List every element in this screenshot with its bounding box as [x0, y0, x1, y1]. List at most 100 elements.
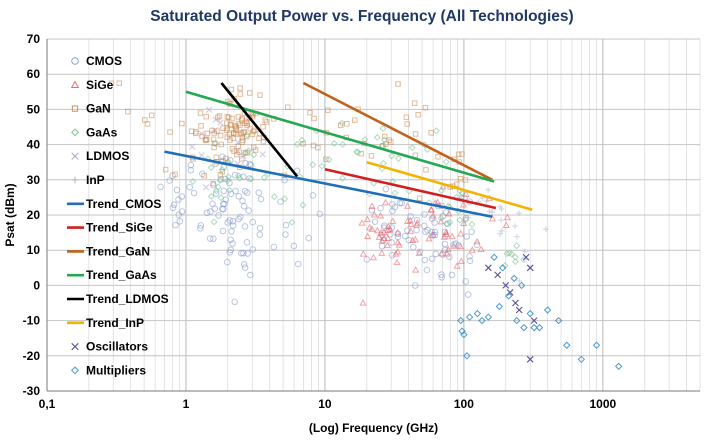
gan-point [416, 195, 423, 202]
gaas-point [293, 140, 301, 148]
cmos-point [243, 239, 251, 246]
sige-point [369, 253, 378, 261]
sige-point [381, 198, 390, 206]
sige-point [429, 230, 437, 238]
gaas-point [520, 256, 528, 264]
cmos-point [401, 232, 409, 240]
cmos-point [157, 183, 164, 191]
gan-point [204, 130, 211, 137]
multipliers-point [554, 316, 563, 325]
cmos-point [277, 198, 284, 205]
cmos-point [446, 253, 453, 261]
gaas-point [235, 172, 243, 180]
sige-point [429, 212, 437, 219]
cmos-point [176, 217, 184, 225]
inp-point [499, 228, 505, 234]
sige-point [488, 214, 497, 222]
sige-point [444, 245, 452, 253]
trend-gaas-line [185, 90, 495, 183]
cmos-point [240, 202, 248, 210]
sige-point [437, 217, 445, 225]
gan-point [311, 115, 317, 122]
gan-point [285, 104, 291, 110]
cmos-point [226, 179, 233, 187]
gan-point [307, 109, 313, 116]
gan-point [247, 125, 253, 132]
cmos-point [246, 175, 253, 182]
gaas-point [405, 187, 413, 195]
sige-point [406, 216, 414, 224]
inp-point [522, 248, 528, 255]
sige-point [378, 237, 386, 244]
legend-label: CMOS [86, 54, 122, 68]
gaas-point [299, 201, 307, 209]
cmos-point [462, 215, 470, 222]
cmos-point [431, 219, 438, 226]
cmos-point [368, 206, 376, 214]
trend-gan-line [302, 81, 493, 181]
sige-point [460, 219, 468, 226]
sige-point [370, 210, 378, 218]
gaas-point [508, 250, 516, 258]
y-axis-label: Psat (dBm) [3, 183, 17, 246]
gaas-point [388, 152, 396, 160]
cmos-point [178, 193, 186, 200]
legend-item-multipliers: Multipliers [70, 363, 146, 377]
gan-point [250, 128, 256, 135]
cmos-point [219, 227, 227, 235]
x-tick-label: 0,1 [39, 397, 56, 411]
legend-item-gan: GaN [71, 102, 111, 116]
cmos-point [441, 240, 449, 248]
gaas-point [216, 176, 224, 184]
gan-point [203, 136, 210, 143]
cmos-point [206, 235, 214, 242]
cmos-point [173, 186, 181, 194]
cmos-point [227, 246, 235, 254]
cmos-point [388, 239, 395, 246]
y-tick-label: 70 [27, 32, 41, 46]
legend-label: LDMOS [86, 149, 129, 163]
cmos-point [240, 249, 247, 257]
ldmos-point [202, 184, 210, 191]
legend-label: InP [86, 173, 105, 187]
gaas-point [204, 155, 212, 163]
legend-item-trend-ldmos: Trend_LDMOS [67, 292, 169, 306]
sige-point [437, 249, 446, 257]
sige-point [378, 249, 386, 256]
cmos-point [222, 196, 230, 203]
sige-point [468, 246, 476, 253]
cmos-point [448, 271, 456, 279]
gaas-point [330, 140, 338, 148]
inp-point [483, 198, 490, 205]
cmos-point [421, 222, 428, 230]
gan-point [202, 137, 209, 143]
oscillators-point [526, 264, 534, 272]
cmos-point [242, 159, 249, 167]
gaas-point [217, 194, 225, 202]
sige-point [383, 241, 391, 249]
legend-label: Trend_GaAs [86, 268, 157, 282]
gan-point [224, 134, 230, 140]
gan-point [403, 114, 410, 121]
cmos-point [410, 243, 417, 251]
chart-title: Saturated Output Power vs. Frequency (Al… [150, 8, 574, 25]
cmos-point [371, 218, 379, 225]
sige-point [373, 226, 381, 234]
gan-point [116, 80, 123, 86]
gaas-point [212, 187, 220, 195]
gan-point [210, 136, 217, 143]
gan-point [412, 131, 419, 137]
legend-label: SiGe [86, 78, 114, 92]
x-tick-label: 100 [454, 397, 474, 411]
cmos-point [196, 225, 204, 232]
cmos-point [466, 257, 474, 265]
cmos-point [389, 251, 396, 259]
cmos-point [215, 212, 222, 219]
gaas-point [224, 173, 232, 181]
cmos-point [282, 221, 290, 229]
gan-point [228, 86, 235, 93]
legend-label: Trend_CMOS [86, 197, 161, 211]
gan-point [237, 91, 243, 97]
sige-point [384, 234, 392, 241]
cmos-point [243, 189, 251, 196]
